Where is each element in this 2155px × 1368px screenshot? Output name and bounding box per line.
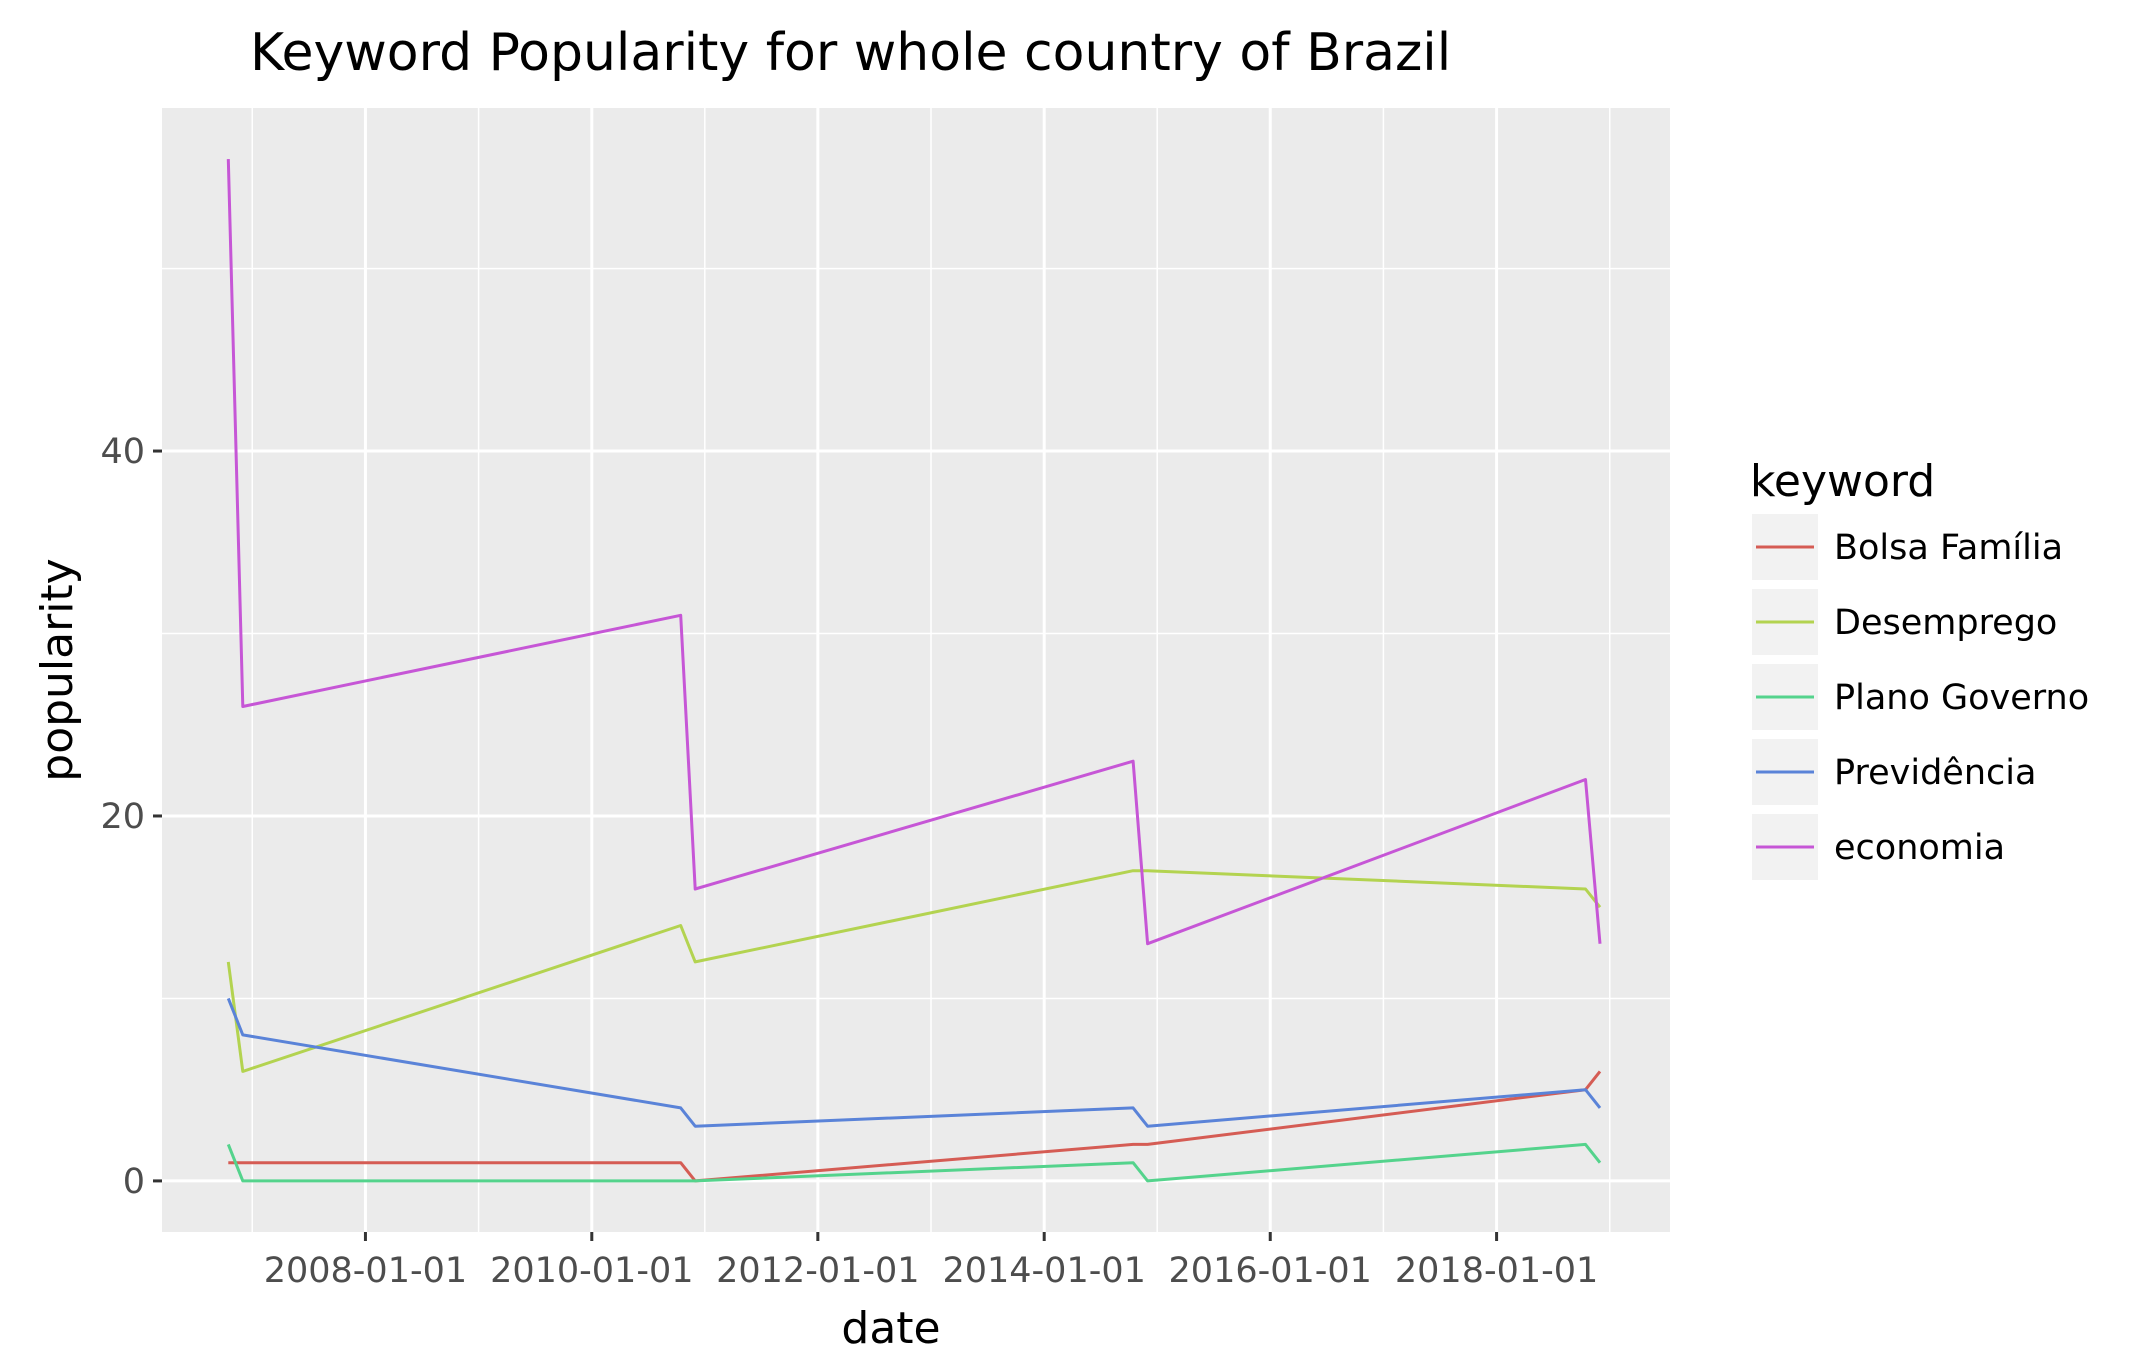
legend-label: Plano Governo (1834, 678, 2089, 718)
y-tick-label: 20 (100, 797, 145, 837)
legend-label: Previdência (1834, 753, 2036, 793)
axes: 0 20 40 2008-01-01 2010-01-01 2012-01-01 2014-… (100, 432, 1598, 1291)
series-line-previdencia (226, 997, 1602, 1128)
legend-label: Bolsa Família (1834, 528, 2063, 568)
minor-gridlines (162, 108, 1670, 1232)
x-tick-label: 2016-01-01 (1169, 1251, 1372, 1291)
x-tick-label: 2018-01-01 (1395, 1251, 1598, 1291)
x-tick-label: 2014-01-01 (942, 1251, 1145, 1291)
series-line-plano-governo (226, 1142, 1602, 1183)
panel-background (162, 108, 1670, 1232)
x-tick-label: 2010-01-01 (490, 1251, 693, 1291)
x-axis-title: date (841, 1303, 940, 1354)
series-line-bolsa-familia (228, 1070, 1602, 1183)
x-tick-label: 2012-01-01 (716, 1251, 919, 1291)
legend-label: Desemprego (1834, 603, 2057, 643)
series-lines (226, 159, 1602, 1183)
y-tick-label: 0 (123, 1162, 145, 1202)
legend-label: economia (1834, 828, 2005, 868)
legend-title: keyword (1750, 456, 1935, 507)
series-line-economia (226, 159, 1602, 946)
y-tick-label: 40 (100, 432, 145, 472)
y-axis-title: popularity (32, 558, 83, 781)
legend: keyword Bolsa Família Desemprego Plano Gov… (1750, 456, 2089, 880)
x-tick-label: 2008-01-01 (264, 1251, 467, 1291)
chart-title: Keyword Popularity for whole country of … (250, 23, 1451, 83)
